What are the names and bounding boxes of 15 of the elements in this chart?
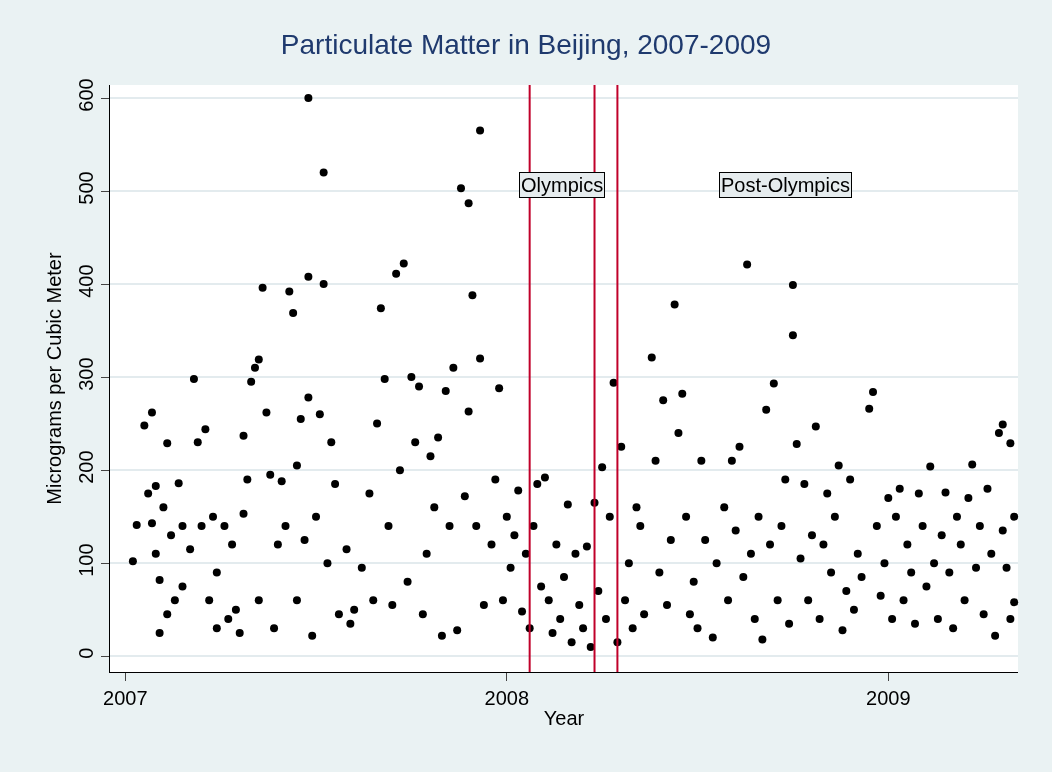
chart-title: Particulate Matter in Beijing, 2007-2009 <box>280 29 772 61</box>
y-axis-title: Micrograms per Cubic Meter <box>42 252 65 505</box>
y-tick-label: 600 <box>75 78 97 112</box>
y-tick-label: 200 <box>75 450 97 484</box>
y-tick-label: 500 <box>75 171 97 205</box>
y-tick-label: 300 <box>75 357 97 391</box>
annotation: Olympics <box>521 174 604 196</box>
y-tick-label: 400 <box>75 264 97 298</box>
y-tick-label: 100 <box>75 543 97 577</box>
y-tick-label: 0 <box>75 647 97 659</box>
annotation: Post-Olympics <box>721 174 850 196</box>
x-tick-label: 2008 <box>484 687 530 709</box>
x-axis-title: Year <box>543 706 585 729</box>
x-tick-label: 2007 <box>103 687 148 709</box>
x-tick-label: 2009 <box>866 687 911 709</box>
